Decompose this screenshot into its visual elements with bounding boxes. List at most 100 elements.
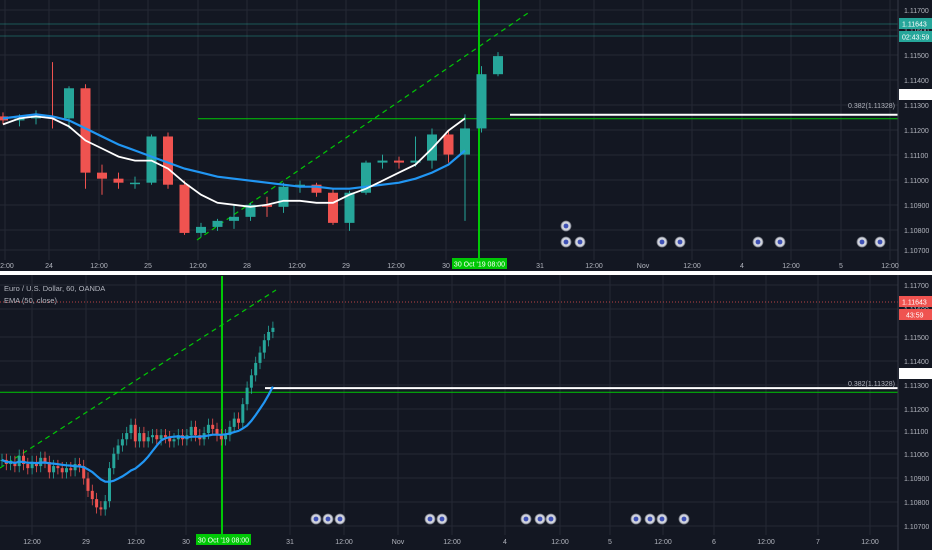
candle-bull [112, 453, 116, 469]
time-tick-label: 12:00 [654, 539, 672, 546]
time-tick-label: 12:00 [23, 539, 41, 546]
time-tick-label: 30 [182, 539, 190, 546]
event-flag-icon [427, 516, 433, 522]
price-tick-label: 1.11100 [904, 429, 928, 436]
event-flag-icon [548, 516, 554, 522]
crosshair-time-tag [452, 258, 507, 269]
candle-bear [90, 490, 94, 500]
time-tick-label: 29 [342, 263, 350, 270]
line-price-tag [899, 368, 932, 379]
price-tick-label: 1.11500 [904, 53, 929, 60]
time-tick-label: 12:00 [0, 263, 14, 270]
time-tick-label: 29 [82, 539, 90, 546]
candle-bull [14, 118, 25, 121]
candle-bear [80, 88, 91, 173]
panel-separator[interactable] [0, 271, 932, 275]
time-tick-label: 30 [442, 263, 450, 270]
candle-bear [237, 418, 240, 423]
time-tick-label: 28 [243, 263, 251, 270]
time-tick-label: 5 [839, 263, 843, 270]
candle-bull [64, 88, 74, 119]
event-flag-icon [337, 516, 343, 522]
candle-bear [394, 160, 404, 163]
time-tick-label: 12:00 [90, 263, 108, 270]
line-price-value: 1.11348 [902, 93, 927, 100]
event-flag-icon [755, 239, 761, 245]
line-price-tag [899, 89, 932, 100]
time-tick-label: 12:00 [782, 263, 800, 270]
candle-bull [254, 362, 258, 376]
candle-bull [206, 424, 210, 434]
candle-bear [163, 136, 173, 185]
candle-bull [125, 433, 129, 440]
candle-bull [460, 128, 470, 155]
event-flag-icon [659, 239, 665, 245]
candle-bear [69, 468, 73, 471]
event-flag-icon [523, 516, 529, 522]
price-tick-label: 1.10700 [904, 248, 929, 255]
countdown-value: 43:59 [906, 313, 924, 320]
candle-bear [60, 468, 64, 473]
event-flag-icon [677, 239, 683, 245]
price-tick-label: 1.10800 [904, 228, 929, 235]
candle-bull [146, 437, 150, 442]
candle-bull [138, 433, 142, 442]
event-flag-icon [681, 516, 687, 522]
time-tick-label: 12:00 [387, 263, 405, 270]
ema50-line [1, 386, 274, 483]
event-flag-icon [577, 239, 583, 245]
candle-bear [155, 435, 159, 440]
candle-bull [151, 435, 154, 438]
candle-bear [194, 426, 197, 436]
candle-bull [120, 439, 124, 446]
time-tick-label: 12:00 [585, 263, 603, 270]
candle-bear [215, 428, 219, 436]
candle-bull [493, 56, 503, 75]
event-flag-icon [313, 516, 319, 522]
trend-line[interactable] [196, 12, 529, 241]
candle-bull [278, 186, 289, 207]
fib-label: 0.382(1.11328) [848, 381, 895, 388]
candle-bull [31, 116, 41, 119]
time-tick-label: 12:00 [335, 539, 353, 546]
price-tick-label: 1.11300 [904, 383, 929, 390]
candle-bear [179, 184, 190, 233]
candle-bull [344, 192, 355, 223]
candle-bear [262, 204, 272, 207]
candle-bull [130, 182, 140, 185]
price-tick-label: 1.11100 [904, 153, 928, 160]
event-flag-icon [563, 223, 569, 229]
price-tick-label: 1.11700 [904, 8, 929, 15]
candle-bear [133, 424, 137, 442]
candle-bear [47, 461, 51, 473]
price-tick-label: 1.11400 [904, 78, 929, 85]
legend-title: Euro / U.S. Dollar, 60, OANDA [4, 284, 105, 293]
candle-bull [476, 74, 487, 129]
trend-line[interactable] [0, 289, 277, 469]
candle-bear [443, 134, 454, 155]
candle-bear [77, 464, 81, 467]
time-tick-label: 12:00 [683, 263, 701, 270]
candle-bull [229, 216, 239, 221]
candle-bull [196, 226, 206, 233]
candle-bull [172, 439, 176, 442]
candle-bull [224, 435, 228, 440]
candle-bull [228, 426, 232, 436]
crosshair-time-tag [196, 534, 251, 545]
ema50-line [2, 113, 466, 190]
price-tick-label: 1.11000 [904, 452, 929, 459]
price-tick-label: 1.11000 [904, 178, 929, 185]
candle-bear [99, 507, 103, 510]
time-tick-label: 12:00 [551, 539, 569, 546]
candle-bull [271, 327, 275, 332]
candle-bull [108, 468, 111, 502]
candle-bull [245, 204, 256, 217]
time-tick-label: 5 [608, 539, 612, 546]
time-tick-label: 12:00 [189, 263, 207, 270]
candle-bear [22, 455, 25, 465]
candle-bull [116, 445, 120, 454]
current-price-value: 1.11643 [902, 22, 927, 29]
candle-bull [410, 160, 421, 163]
